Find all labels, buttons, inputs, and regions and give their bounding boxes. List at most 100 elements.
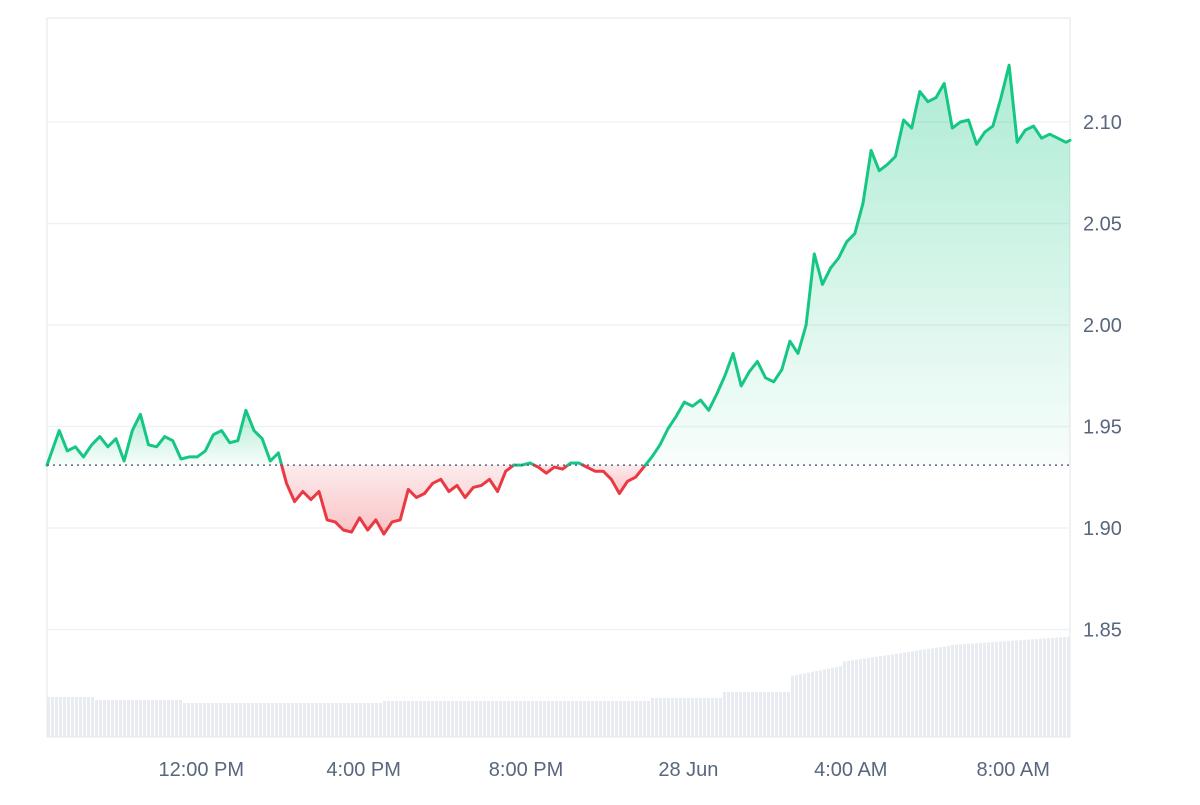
volume-bar <box>923 649 926 737</box>
volume-bar <box>815 671 818 737</box>
volume-bar <box>135 700 138 737</box>
volume-bar <box>47 697 50 737</box>
volume-bar <box>543 701 546 737</box>
volume-bar <box>631 701 634 737</box>
volume-bar <box>303 703 306 737</box>
volume-bar <box>587 701 590 737</box>
volume-bar <box>539 701 542 737</box>
volume-bar <box>947 645 950 737</box>
volume-bar <box>747 692 750 737</box>
volume-bar <box>615 701 618 737</box>
volume-bar <box>319 703 322 737</box>
volume-bar <box>759 692 762 737</box>
volume-bar <box>195 703 198 737</box>
volume-bar <box>115 700 118 737</box>
volume-bar <box>751 692 754 737</box>
volume-bar <box>167 700 170 737</box>
volume-bar <box>919 650 922 737</box>
volume-bar <box>675 698 678 737</box>
volume-bar <box>843 661 846 737</box>
volume-bar <box>1011 640 1014 737</box>
volume-bar <box>663 698 666 737</box>
x-tick-label: 28 Jun <box>658 759 718 781</box>
volume-bar <box>483 701 486 737</box>
volume-bar <box>627 701 630 737</box>
volume-bar <box>955 644 958 737</box>
volume-bar <box>567 701 570 737</box>
volume-bar <box>975 643 978 737</box>
volume-bar <box>79 697 82 737</box>
volume-bar <box>215 703 218 737</box>
volume-bar <box>271 703 274 737</box>
volume-bar <box>931 648 934 737</box>
volume-bar <box>599 701 602 737</box>
y-tick-label: 2.05 <box>1083 214 1122 236</box>
volume-bar <box>251 703 254 737</box>
volume-bar <box>619 701 622 737</box>
volume-bar <box>103 700 106 737</box>
volume-bar <box>999 641 1002 737</box>
volume-bar <box>403 701 406 737</box>
volume-bar <box>119 700 122 737</box>
volume-bar <box>1059 637 1062 737</box>
volume-bar <box>247 703 250 737</box>
volume-bar <box>147 700 150 737</box>
volume-bar <box>727 692 730 737</box>
volume-bar <box>795 675 798 737</box>
volume-bar <box>731 692 734 737</box>
volume-bar <box>375 703 378 737</box>
volume-bar <box>199 703 202 737</box>
volume-bar <box>875 656 878 737</box>
volume-bar <box>935 647 938 737</box>
volume-bars <box>47 636 1070 737</box>
volume-bar <box>647 701 650 737</box>
area-fill-down <box>582 465 646 494</box>
volume-bar <box>339 703 342 737</box>
volume-bar <box>327 703 330 737</box>
volume-bar <box>395 701 398 737</box>
volume-bar <box>523 701 526 737</box>
volume-bar <box>591 701 594 737</box>
volume-bar <box>779 692 782 737</box>
volume-bar <box>971 643 974 737</box>
volume-bar <box>691 698 694 737</box>
volume-bar <box>419 701 422 737</box>
volume-bar <box>495 701 498 737</box>
volume-bar <box>211 703 214 737</box>
volume-bar <box>1023 639 1026 737</box>
volume-bar <box>331 703 334 737</box>
volume-bar <box>407 701 410 737</box>
volume-bar <box>883 655 886 737</box>
volume-bar <box>739 692 742 737</box>
volume-bar <box>1051 637 1054 737</box>
volume-bar <box>607 701 610 737</box>
volume-bar <box>771 692 774 737</box>
volume-bar <box>263 703 266 737</box>
volume-bar <box>163 700 166 737</box>
volume-bar <box>743 692 746 737</box>
volume-bar <box>867 657 870 737</box>
volume-bar <box>775 692 778 737</box>
volume-bar <box>139 700 142 737</box>
volume-bar <box>451 701 454 737</box>
volume-bar <box>379 703 382 737</box>
volume-bar <box>415 701 418 737</box>
volume-bar <box>267 703 270 737</box>
volume-bar <box>399 701 402 737</box>
volume-bar <box>235 703 238 737</box>
volume-bar <box>291 703 294 737</box>
volume-bar <box>471 701 474 737</box>
volume-bar <box>807 672 810 737</box>
x-tick-label: 8:00 PM <box>489 759 563 781</box>
volume-bar <box>255 703 258 737</box>
volume-bar <box>595 701 598 737</box>
volume-bar <box>391 701 394 737</box>
volume-bar <box>183 703 186 737</box>
x-tick-label: 12:00 PM <box>158 759 244 781</box>
volume-bar <box>699 698 702 737</box>
volume-bar <box>371 703 374 737</box>
volume-bar <box>383 701 386 737</box>
volume-bar <box>967 643 970 737</box>
volume-bar <box>503 701 506 737</box>
